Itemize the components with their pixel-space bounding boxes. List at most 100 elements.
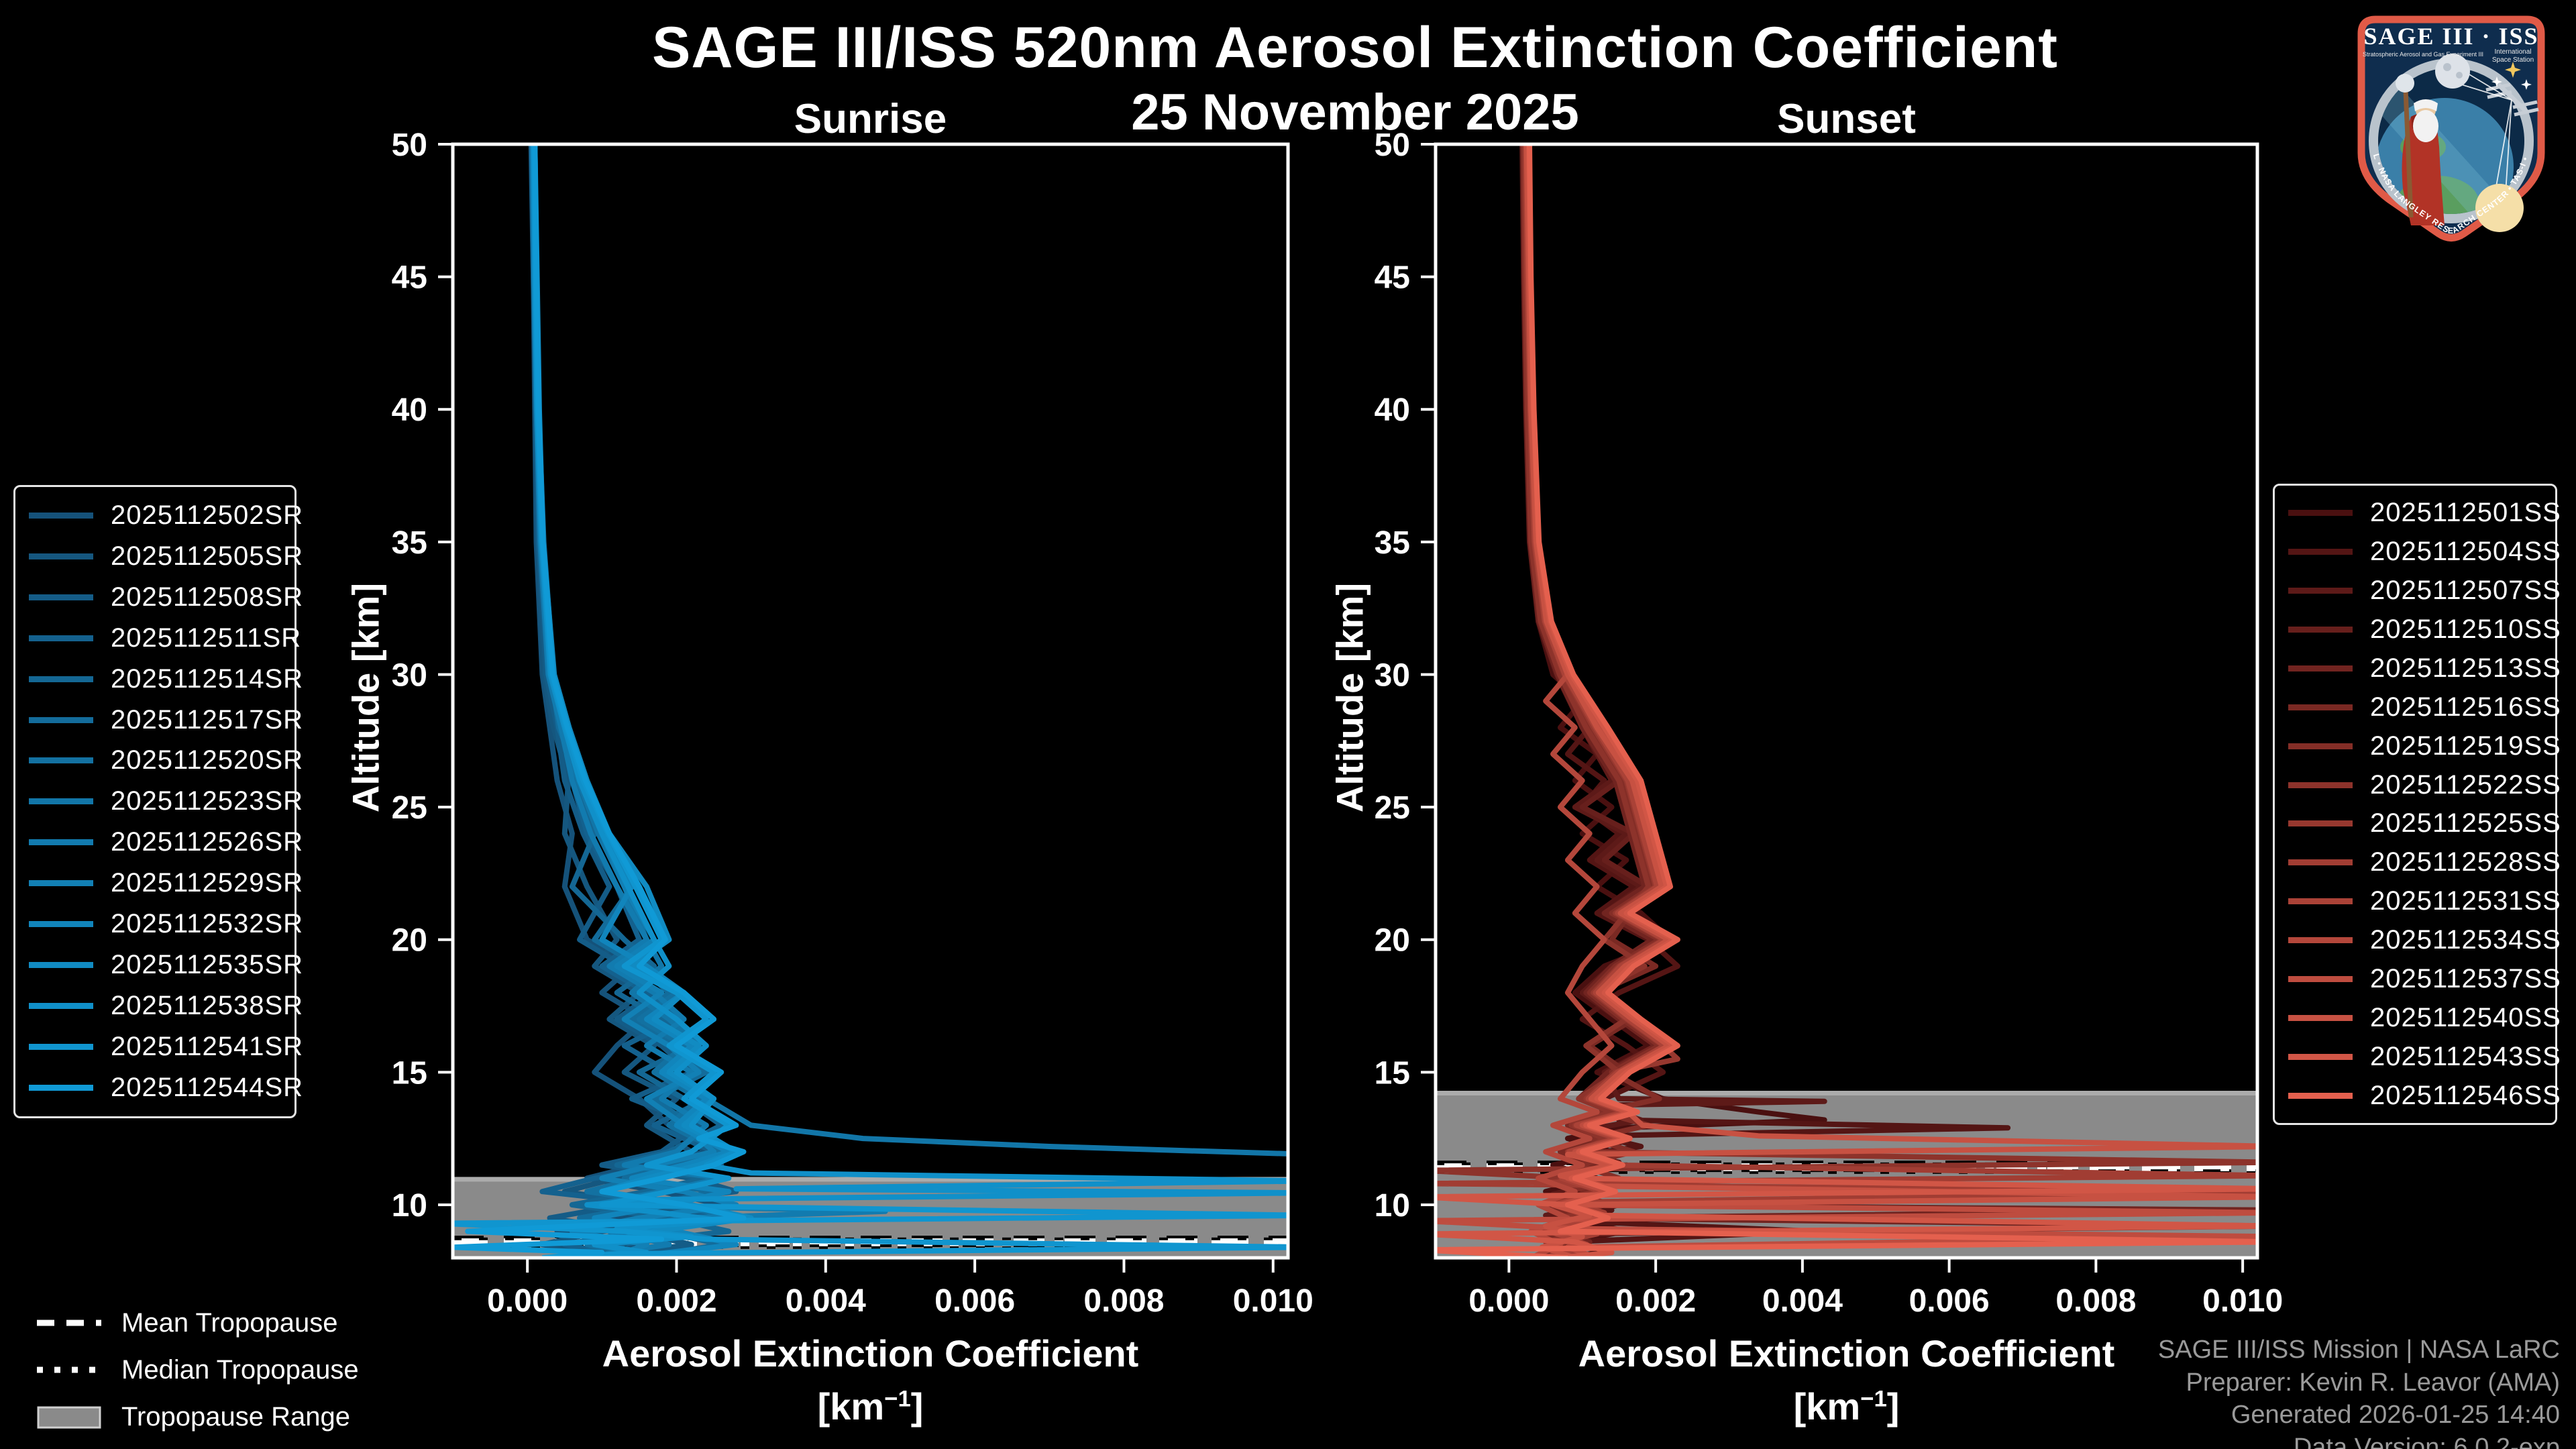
y-tick-label: 45 <box>1375 260 1410 296</box>
legend-label: 2025112522SS <box>2370 769 2561 800</box>
legend-line-swatch <box>29 512 93 519</box>
logo-subtitle-right-2: Space Station <box>2492 56 2534 64</box>
legend-line-swatch <box>29 1003 93 1010</box>
legend-label: 2025112538SR <box>111 991 304 1021</box>
legend-line-swatch <box>2288 1092 2353 1099</box>
legend-label: 2025112523SR <box>111 786 304 816</box>
x-axis-unit: [km−1] <box>817 1385 924 1428</box>
legend-item: 2025112519SS <box>2288 731 2561 761</box>
legend-line-swatch <box>2288 743 2353 749</box>
x-axis-label-sunrise: Aerosol Extinction Coefficient [km−1] <box>453 1332 1288 1428</box>
legend-label: 2025112502SR <box>111 500 304 530</box>
x-tick-label: 0.008 <box>1083 1283 1164 1319</box>
logo-moon-icon <box>2435 54 2470 89</box>
legend-item: 2025112544SR <box>29 1073 303 1103</box>
y-tick-label: 15 <box>392 1055 427 1091</box>
profile-line <box>1523 144 2257 1258</box>
profile-line <box>529 144 888 1258</box>
legend-label: 2025112540SS <box>2370 1002 2561 1032</box>
legend-label: 2025112507SS <box>2370 576 2561 606</box>
x-tick-label: 0.006 <box>1909 1283 1990 1319</box>
profile-line <box>532 144 754 1258</box>
legend-line-swatch <box>2288 588 2353 594</box>
sunrise-plot: 0.000 0.002 0.004 0.006 0.008 0.010 10 15 20 25 30… <box>392 127 1313 1319</box>
legend-item: 2025112543SS <box>2288 1042 2561 1072</box>
x-tick-label: 0.004 <box>786 1283 866 1319</box>
legend-line-swatch <box>29 839 93 846</box>
legend-item: 2025112528SS <box>2288 847 2561 877</box>
legend-line-swatch <box>2288 859 2353 866</box>
legend-line-swatch <box>2288 665 2353 672</box>
legend-label: 2025112516SS <box>2370 692 2561 722</box>
legend-item: 2025112522SS <box>2288 770 2561 800</box>
sunset-plot: 0.000 0.002 0.004 0.006 0.008 0.010 10 15 20 25 30… <box>1375 127 2284 1319</box>
sunrise-legend-box: 2025112502SR 2025112505SR 2025112508SR 2025… <box>13 485 303 1118</box>
x-tick-label: 0.008 <box>2055 1283 2136 1319</box>
legend-item: 2025112535SR <box>29 950 303 980</box>
x-axis-label-sunset: Aerosol Extinction Coefficient [km−1] <box>1436 1332 2257 1428</box>
x-axis-label-text: Aerosol Extinction Coefficient <box>1578 1332 2115 1375</box>
sunset-legend-box: 2025112501SS 2025112504SS 2025112507SS 2025… <box>2273 484 2561 1125</box>
profile-line <box>453 144 1288 1258</box>
legend-label: 2025112513SS <box>2370 653 2561 683</box>
tropopause-legend-label: Mean Tropopause <box>121 1307 338 1338</box>
logo-title: SAGE III · ISS <box>2363 23 2538 50</box>
tropopause-range-band-edge <box>1436 1091 2257 1095</box>
legend-label: 2025112510SS <box>2370 614 2561 645</box>
legend-item: 2025112507SS <box>2288 576 2561 606</box>
logo-iss-icon <box>2485 83 2539 117</box>
x-tick-label: 0.000 <box>1468 1283 1549 1319</box>
legend-item: 2025112546SS <box>2288 1081 2561 1111</box>
legend-line-swatch <box>29 921 93 928</box>
legend-item: 2025112541SR <box>29 1032 303 1062</box>
tropopause-legend-item: Tropopause Range <box>37 1401 359 1433</box>
credit-line: Preparer: Kevin R. Leavor (AMA) <box>2186 1368 2560 1397</box>
legend-item: 2025112511SR <box>29 623 301 653</box>
legend-label: 2025112526SR <box>111 827 304 857</box>
tropopause-legend-label: Median Tropopause <box>121 1354 359 1385</box>
legend-label: 2025112501SS <box>2370 498 2561 528</box>
legend-label: 2025112504SS <box>2370 537 2561 567</box>
y-tick-label: 45 <box>392 260 427 296</box>
legend-label: 2025112546SS <box>2370 1080 2561 1110</box>
legend-label: 2025112532SR <box>111 909 304 939</box>
logo-stars <box>2491 62 2532 90</box>
legend-label: 2025112529SR <box>111 868 304 898</box>
credits: SAGE III/ISS Mission | NASA LaRC Preparer… <box>2158 1334 2560 1449</box>
legend-label: 2025112537SS <box>2370 963 2561 994</box>
legend-line-swatch <box>29 553 93 559</box>
legend-item: 2025112514SR <box>29 664 303 694</box>
x-tick-label: 0.002 <box>636 1283 716 1319</box>
legend-line-swatch <box>29 757 93 764</box>
legend-line-swatch <box>2288 510 2353 517</box>
legend-line-swatch <box>2288 820 2353 827</box>
legend-line-swatch <box>29 716 93 723</box>
legend-item: 2025112520SR <box>29 745 303 775</box>
legend-item: 2025112502SR <box>29 500 303 531</box>
legend-label: 2025112508SR <box>111 582 304 612</box>
y-tick-label: 40 <box>392 392 427 428</box>
y-tick-label: 10 <box>1375 1188 1410 1224</box>
page-title: SAGE III/ISS 520nm Aerosol Extinction Co… <box>652 15 2058 80</box>
legend-item: 2025112537SS <box>2288 964 2561 994</box>
x-tick-label: 0.006 <box>934 1283 1015 1319</box>
legend-item: 2025112538SR <box>29 991 303 1021</box>
dashed-swatch <box>37 1309 101 1336</box>
profile-line <box>1436 144 2257 1258</box>
credit-line: SAGE III/ISS Mission | NASA LaRC <box>2157 1336 2560 1364</box>
legend-item: 2025112540SS <box>2288 1003 2561 1033</box>
legend-label: 2025112528SS <box>2370 847 2561 877</box>
tropopause-range-band-edge <box>453 1177 1288 1182</box>
legend-item: 2025112529SR <box>29 868 303 898</box>
legend-line-swatch <box>2288 627 2353 633</box>
legend-line-swatch <box>29 1043 93 1050</box>
legend-item: 2025112517SR <box>29 705 303 735</box>
legend-item: 2025112510SS <box>2288 614 2561 645</box>
y-tick-label: 20 <box>1375 923 1410 959</box>
legend-item: 2025112505SR <box>29 541 303 572</box>
tropopause-legend-item: Median Tropopause <box>37 1354 359 1386</box>
credit-line: Generated 2026-01-25 14:40 <box>2231 1401 2560 1430</box>
date-subtitle: 25 November 2025 <box>1131 84 1579 141</box>
legend-line-swatch <box>29 962 93 969</box>
